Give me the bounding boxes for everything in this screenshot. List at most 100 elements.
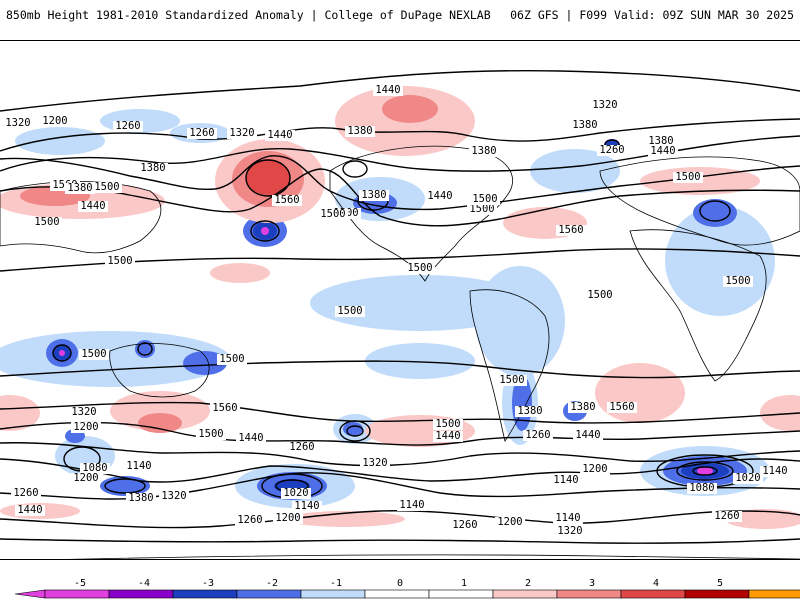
contour-label: 1260: [452, 519, 477, 531]
contour-label-bg: [712, 511, 742, 522]
contour-label: 1380: [572, 119, 597, 131]
contour-label: 1140: [126, 460, 151, 472]
contour-label-bg: [69, 407, 99, 418]
contour-label-bg: [345, 126, 375, 137]
contour-label: 1260: [289, 441, 314, 453]
contour-label-bg: [78, 201, 108, 212]
contour-label-bg: [292, 501, 322, 512]
contour-label-bg: [80, 463, 110, 474]
contour-label: 1500: [94, 181, 119, 193]
contour-label-bg: [760, 466, 790, 477]
contour-label-bg: [236, 433, 266, 444]
contour-label: 1500: [725, 275, 750, 287]
contour-label: 1500: [587, 289, 612, 301]
contour-label-bg: [65, 183, 95, 194]
contour-label-bg: [470, 194, 500, 205]
contour-label-bg: [733, 473, 763, 484]
contour-label-bg: [360, 458, 390, 469]
colorbar-tick-label: 3: [589, 578, 595, 589]
colorbar: -5 -4 -3 -2 -1 0 1 2 3 4 5: [0, 575, 800, 600]
contour-label: 1020: [283, 487, 308, 499]
contour-label-bg: [126, 493, 156, 504]
contour-label-bg: [555, 526, 585, 537]
contour-label-bg: [523, 430, 553, 441]
contour-label-bg: [40, 116, 70, 127]
contour-label-bg: [113, 121, 143, 132]
map-title: 850mb Height 1981-2010 Standardized Anom…: [6, 8, 491, 22]
contour-label: 1020: [735, 472, 760, 484]
colorbar-tick-label: 2: [525, 578, 531, 589]
contour-label: 1200: [73, 421, 98, 433]
contour-label-bg: [607, 402, 637, 413]
contour-label-bg: [723, 276, 753, 287]
colorbar-segment: [172, 589, 238, 599]
contour-label-bg: [467, 204, 497, 215]
contour-label: 1440: [80, 200, 105, 212]
contour-label: 1440: [267, 129, 292, 141]
contour-label-bg: [497, 375, 527, 386]
contour-label-bg: [673, 172, 703, 183]
contour-label-bg: [187, 128, 217, 139]
contour-label-bg: [687, 483, 717, 494]
contour-label: 1380: [140, 162, 165, 174]
contour-label-bg: [585, 290, 615, 301]
coastlines: [0, 145, 800, 559]
contour-label-bg: [196, 429, 226, 440]
contour-label: 1260: [714, 510, 739, 522]
colorbar-tick-label: -2: [266, 578, 278, 589]
colorbar-tick-label: -1: [330, 578, 342, 589]
contour-label: 1500: [675, 171, 700, 183]
contour-label-bg: [217, 354, 247, 365]
contour-label-bg: [397, 500, 427, 511]
contour-label: 1260: [189, 127, 214, 139]
contour-labels: 1320 1200 1260 1260 1320 1440 1380 1440 1380 1320…: [3, 84, 790, 537]
contour-label-bg: [568, 402, 598, 413]
colorbar-tick-label: 4: [653, 578, 659, 589]
contour-label: 1140: [762, 465, 787, 477]
colorbar-tick-label: -5: [74, 578, 86, 589]
contour-label: 1560: [609, 401, 634, 413]
colorbar-segment: [236, 589, 302, 599]
contour-label-bg: [433, 431, 463, 442]
contour-label-bg: [433, 419, 463, 430]
contour-label: 1200: [582, 463, 607, 475]
contour-label: 1440: [650, 145, 675, 157]
colorbar-tick-label: -4: [138, 578, 150, 589]
contour-label: 1320: [161, 490, 186, 502]
colorbar-segment: [684, 589, 750, 599]
contour-label-bg: [553, 513, 583, 524]
contour-label: 1140: [555, 512, 580, 524]
contour-label: 1320: [71, 406, 96, 418]
colorbar-tick-label: 5: [717, 578, 723, 589]
contour-label-bg: [573, 430, 603, 441]
contour-label: 1560: [274, 194, 299, 206]
contour-label-bg: [15, 505, 45, 516]
contour-label-bg: [272, 195, 302, 206]
contour-label-bg: [318, 209, 348, 220]
contour-label-bg: [3, 118, 33, 129]
contour-label: 1140: [399, 499, 424, 511]
anomaly-map: 1320 1200 1260 1260 1320 1440 1380 1440 1380 1320…: [0, 40, 800, 560]
contour-label: 1200: [73, 472, 98, 484]
contour-label-bg: [159, 491, 189, 502]
colorbar-left-arrow: [14, 589, 46, 599]
contour-label: 1320: [592, 99, 617, 111]
contour-label: 1260: [13, 487, 38, 499]
contour-label: 1500: [81, 348, 106, 360]
contour-label: 1380: [347, 125, 372, 137]
contour-label: 1320: [5, 117, 30, 129]
contour-label-bg: [580, 464, 610, 475]
contour-label: 1260: [237, 514, 262, 526]
colorbar-segment: [428, 589, 494, 599]
contour-label: 1080: [689, 482, 714, 494]
contour-label: 1560: [212, 402, 237, 414]
contour-label: 1500: [499, 374, 524, 386]
contour-label: 1500: [435, 418, 460, 430]
contour-label: 1380: [361, 189, 386, 201]
contour-label: 1500: [407, 262, 432, 274]
contour-label: 1200: [275, 512, 300, 524]
contour-label-bg: [450, 520, 480, 531]
contour-label: 1260: [115, 120, 140, 132]
contour-label: 1380: [570, 401, 595, 413]
contour-label-bg: [32, 217, 62, 228]
